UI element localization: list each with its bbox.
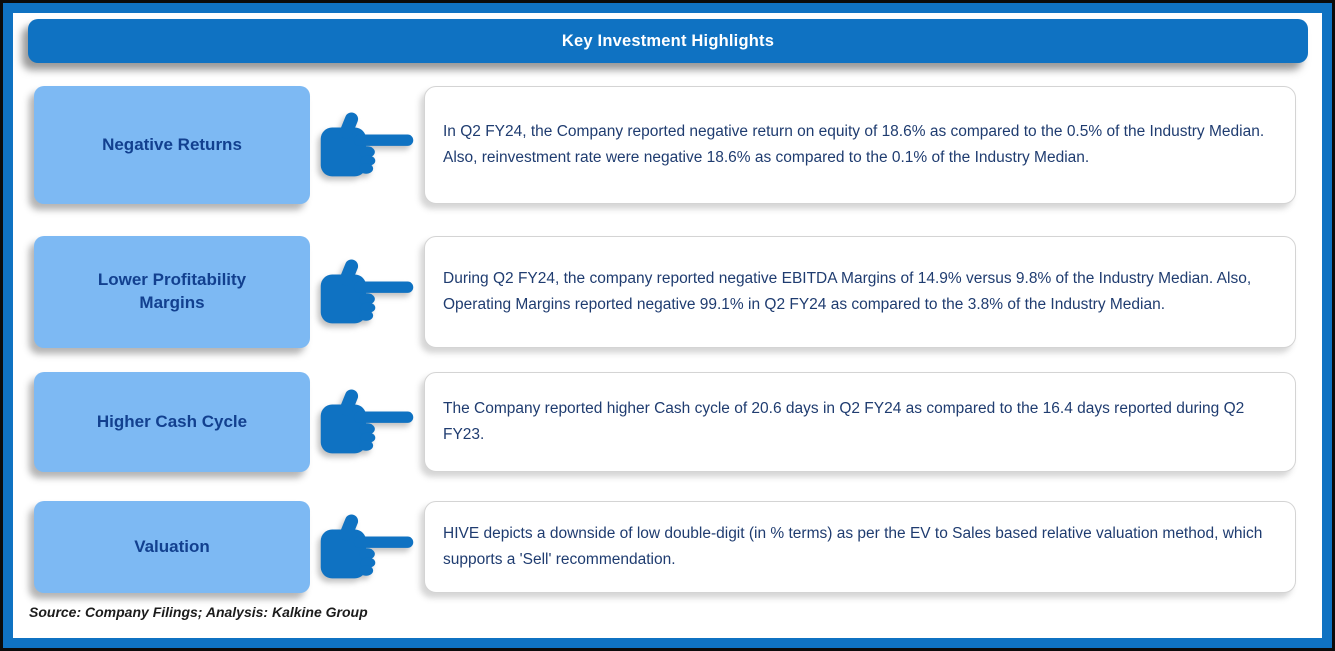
highlight-row-lower-profitability-margins: Lower Profitability Margins: [34, 236, 1296, 348]
highlight-row-higher-cash-cycle: Higher Cash Cycle: [34, 372, 1296, 472]
highlight-rows: Negative Returns: [13, 86, 1322, 593]
label-text: Negative Returns: [102, 134, 242, 154]
page-title: Key Investment Highlights: [561, 31, 775, 50]
label-box-lower-profitability-margins: Lower Profitability Margins: [34, 236, 310, 348]
text-box-lower-profitability-margins: During Q2 FY24, the company reported neg…: [424, 236, 1296, 348]
hand-cell: [310, 86, 424, 204]
highlight-text: HIVE depicts a downside of low double-di…: [443, 525, 1263, 568]
text-box-higher-cash-cycle: The Company reported higher Cash cycle o…: [424, 372, 1296, 472]
source-note: Source: Company Filings; Analysis: Kalki…: [29, 604, 368, 620]
label-text: Higher Cash Cycle: [96, 411, 248, 431]
pointing-hand-right-icon: [320, 259, 414, 324]
label-box-negative-returns: Negative Returns: [34, 86, 310, 204]
pointing-hand-right-icon: [320, 112, 414, 177]
highlight-text: The Company reported higher Cash cycle o…: [443, 400, 1245, 443]
highlight-text: In Q2 FY24, the Company reported negativ…: [443, 123, 1265, 166]
slide-frame: Key Investment Highlights Negative Retur…: [13, 13, 1322, 638]
text-box-valuation: HIVE depicts a downside of low double-di…: [424, 501, 1296, 593]
label-text: Lower Profitability Margins: [97, 270, 247, 312]
text-box-negative-returns: In Q2 FY24, the Company reported negativ…: [424, 86, 1296, 204]
label-box-higher-cash-cycle: Higher Cash Cycle: [34, 372, 310, 472]
label-box-valuation: Valuation: [34, 501, 310, 593]
label-text: Valuation: [134, 536, 210, 556]
highlight-row-negative-returns: Negative Returns: [34, 86, 1296, 204]
highlight-row-valuation: Valuation HIVE d: [34, 501, 1296, 593]
hand-cell: [310, 501, 424, 593]
highlight-text: During Q2 FY24, the company reported neg…: [443, 270, 1252, 313]
header-banner: Key Investment Highlights: [28, 19, 1308, 63]
pointing-hand-right-icon: [320, 389, 414, 454]
hand-cell: [310, 372, 424, 472]
pointing-hand-right-icon: [320, 514, 414, 579]
hand-cell: [310, 236, 424, 348]
